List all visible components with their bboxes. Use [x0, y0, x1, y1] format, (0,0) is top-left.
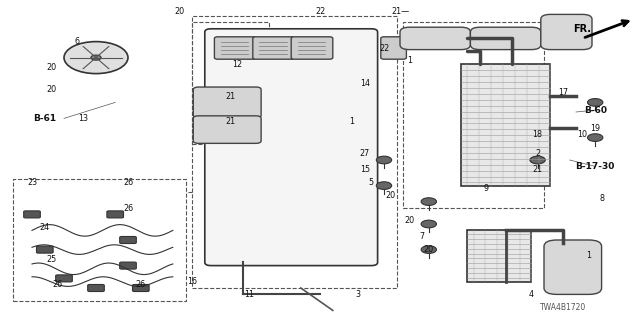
- Bar: [13, 179, 186, 301]
- Text: 20: 20: [46, 63, 56, 72]
- Circle shape: [421, 246, 436, 253]
- Text: 1: 1: [407, 56, 412, 65]
- Text: 25: 25: [46, 255, 56, 264]
- Text: 9: 9: [484, 184, 489, 193]
- Text: B-60: B-60: [584, 106, 607, 115]
- FancyBboxPatch shape: [214, 37, 256, 59]
- Text: 1: 1: [349, 117, 355, 126]
- Text: 13: 13: [78, 114, 88, 123]
- FancyBboxPatch shape: [88, 284, 104, 292]
- FancyBboxPatch shape: [56, 275, 72, 282]
- Text: 19: 19: [590, 124, 600, 132]
- Circle shape: [530, 156, 545, 164]
- FancyBboxPatch shape: [253, 37, 294, 59]
- Circle shape: [421, 198, 436, 205]
- Text: 12: 12: [232, 60, 242, 68]
- Text: 10: 10: [577, 130, 588, 139]
- Text: 8: 8: [599, 194, 604, 203]
- Circle shape: [421, 220, 436, 228]
- FancyBboxPatch shape: [400, 27, 470, 50]
- Text: 21—: 21—: [391, 7, 409, 16]
- FancyBboxPatch shape: [541, 14, 592, 50]
- Text: 15: 15: [360, 165, 370, 174]
- Text: 14: 14: [360, 79, 370, 88]
- Text: 26: 26: [123, 204, 133, 212]
- Text: 20: 20: [424, 245, 434, 254]
- Text: 6: 6: [74, 37, 79, 46]
- Text: B-17-30: B-17-30: [575, 162, 615, 171]
- Text: 11: 11: [244, 290, 255, 299]
- Text: 26: 26: [52, 280, 63, 289]
- Circle shape: [64, 42, 128, 74]
- Text: B-61: B-61: [33, 114, 56, 123]
- FancyBboxPatch shape: [291, 37, 333, 59]
- Bar: [461, 64, 550, 186]
- FancyBboxPatch shape: [205, 29, 378, 266]
- Text: 26: 26: [123, 178, 133, 187]
- Text: 27: 27: [360, 149, 370, 158]
- FancyBboxPatch shape: [544, 240, 602, 294]
- FancyBboxPatch shape: [470, 27, 541, 50]
- Text: 20: 20: [46, 85, 56, 94]
- Text: 20: 20: [404, 216, 415, 225]
- Text: 21: 21: [225, 92, 236, 100]
- Text: 24: 24: [40, 223, 50, 232]
- Circle shape: [376, 156, 392, 164]
- Text: 1: 1: [586, 252, 591, 260]
- Bar: [467, 230, 531, 282]
- FancyBboxPatch shape: [193, 87, 261, 118]
- Text: TWA4B1720: TWA4B1720: [540, 303, 586, 312]
- FancyBboxPatch shape: [381, 37, 406, 59]
- Text: 4: 4: [529, 290, 534, 299]
- FancyBboxPatch shape: [120, 236, 136, 244]
- Text: 26: 26: [136, 280, 146, 289]
- Text: 7: 7: [420, 232, 425, 241]
- FancyBboxPatch shape: [107, 211, 124, 218]
- Text: 20: 20: [385, 191, 396, 200]
- Circle shape: [376, 182, 392, 189]
- Text: 21: 21: [225, 117, 236, 126]
- FancyBboxPatch shape: [24, 211, 40, 218]
- Text: 18: 18: [532, 130, 543, 139]
- Text: 22: 22: [379, 44, 389, 52]
- Text: 23: 23: [27, 178, 37, 187]
- Circle shape: [588, 134, 603, 141]
- Bar: [192, 16, 397, 288]
- Text: 22: 22: [315, 7, 325, 16]
- FancyBboxPatch shape: [120, 262, 136, 269]
- FancyBboxPatch shape: [132, 284, 149, 292]
- Text: 5: 5: [369, 178, 374, 187]
- Text: 3: 3: [356, 290, 361, 299]
- Text: FR.: FR.: [573, 24, 591, 34]
- FancyBboxPatch shape: [36, 246, 53, 253]
- Text: 20: 20: [174, 7, 184, 16]
- Text: 21: 21: [532, 165, 543, 174]
- Bar: [403, 22, 544, 208]
- Text: 17: 17: [558, 88, 568, 97]
- Text: 2: 2: [535, 149, 540, 158]
- Circle shape: [588, 99, 603, 106]
- FancyBboxPatch shape: [193, 116, 261, 143]
- Text: 16: 16: [187, 277, 197, 286]
- Bar: [192, 22, 269, 144]
- Circle shape: [91, 55, 101, 60]
